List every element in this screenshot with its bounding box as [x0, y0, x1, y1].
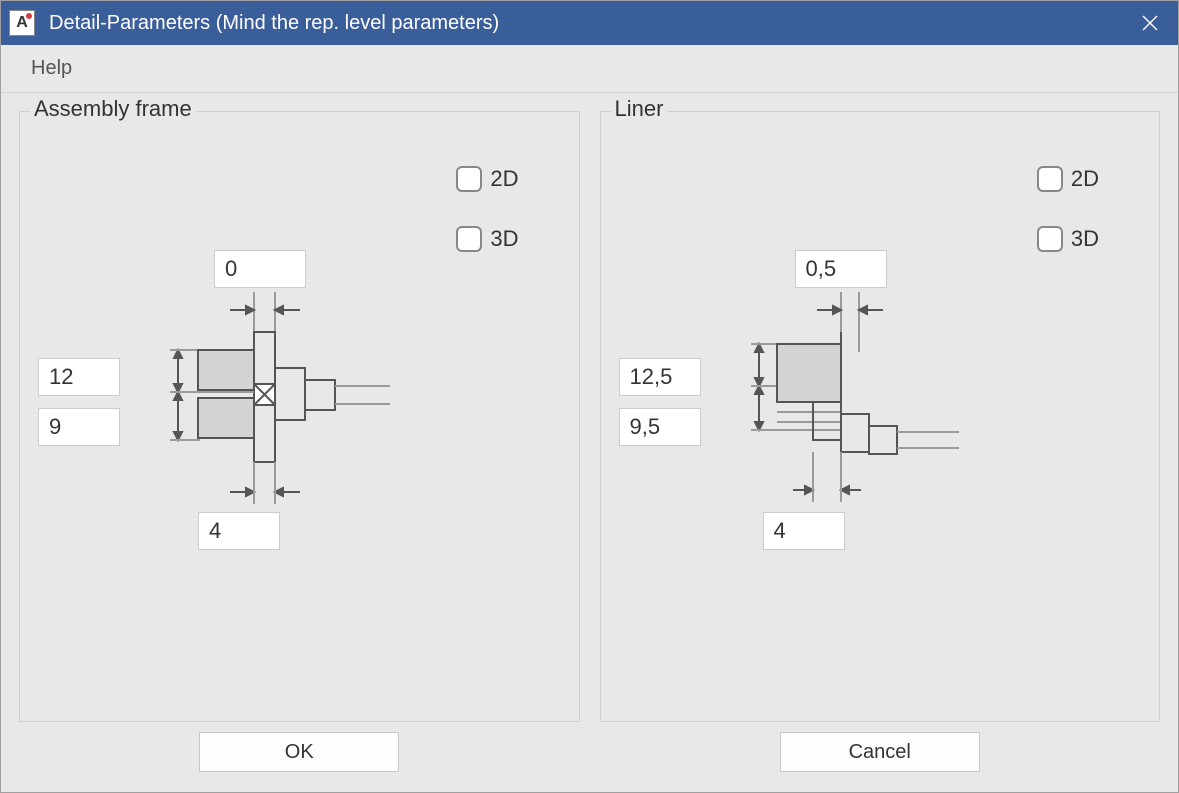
liner-top-input[interactable]: 0,5 [795, 250, 887, 288]
assembly-left1-input[interactable]: 12 [38, 358, 120, 396]
assembly-2d-checkbox[interactable] [456, 166, 482, 192]
group-assembly-frame: Assembly frame 2D 3D 0 12 9 4 [19, 111, 580, 722]
group-liner-title: Liner [611, 96, 668, 122]
app-icon: A [9, 10, 35, 36]
menubar: Help [1, 45, 1178, 93]
liner-3d-label: 3D [1071, 226, 1099, 252]
liner-left2-input[interactable]: 9,5 [619, 408, 701, 446]
assembly-2d-label: 2D [490, 166, 518, 192]
cancel-button[interactable]: Cancel [780, 732, 980, 772]
liner-3d-checkbox[interactable] [1037, 226, 1063, 252]
dialog-window: A Detail-Parameters (Mind the rep. level… [0, 0, 1179, 793]
ok-button[interactable]: OK [199, 732, 399, 772]
liner-diagram [741, 292, 1001, 552]
assembly-top-input[interactable]: 0 [214, 250, 306, 288]
assembly-diagram [160, 292, 420, 552]
liner-left1-input[interactable]: 12,5 [619, 358, 701, 396]
close-icon [1142, 15, 1158, 31]
menu-help[interactable]: Help [21, 51, 82, 86]
liner-2d-checkbox[interactable] [1037, 166, 1063, 192]
close-button[interactable] [1130, 3, 1170, 43]
assembly-3d-label: 3D [490, 226, 518, 252]
group-liner: Liner 2D 3D 0,5 12,5 9,5 4 [600, 111, 1161, 722]
assembly-left2-input[interactable]: 9 [38, 408, 120, 446]
liner-2d-label: 2D [1071, 166, 1099, 192]
window-title: Detail-Parameters (Mind the rep. level p… [49, 12, 1130, 35]
titlebar: A Detail-Parameters (Mind the rep. level… [1, 1, 1178, 45]
group-assembly-title: Assembly frame [30, 96, 196, 122]
assembly-3d-checkbox[interactable] [456, 226, 482, 252]
button-row: OK Cancel [1, 732, 1178, 792]
content-area: Assembly frame 2D 3D 0 12 9 4 [1, 93, 1178, 732]
app-icon-letter: A [16, 14, 28, 32]
